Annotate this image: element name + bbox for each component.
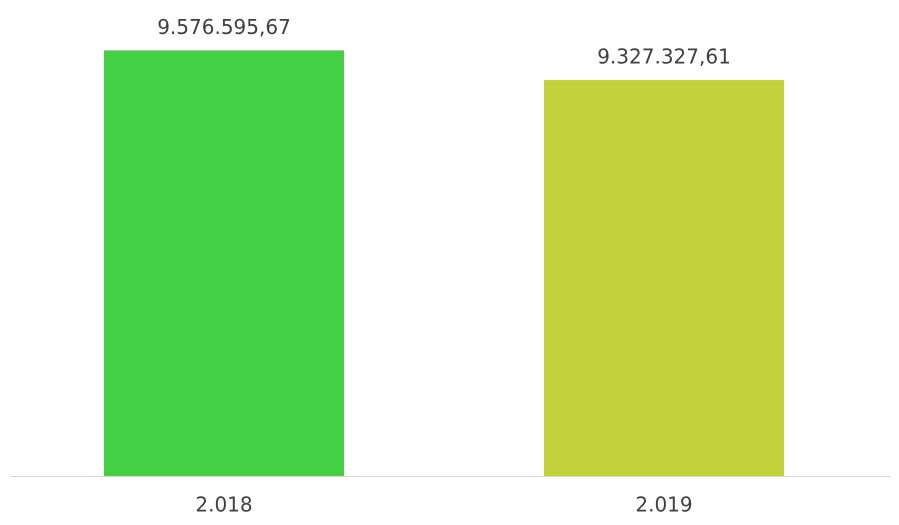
data-label: 9.327.327,61 bbox=[597, 45, 731, 69]
x-tick-label: 2.019 bbox=[635, 493, 692, 517]
bar bbox=[104, 50, 344, 476]
data-label: 9.576.595,67 bbox=[157, 15, 291, 39]
x-tick-label: 2.018 bbox=[195, 493, 252, 517]
bar bbox=[544, 80, 784, 477]
